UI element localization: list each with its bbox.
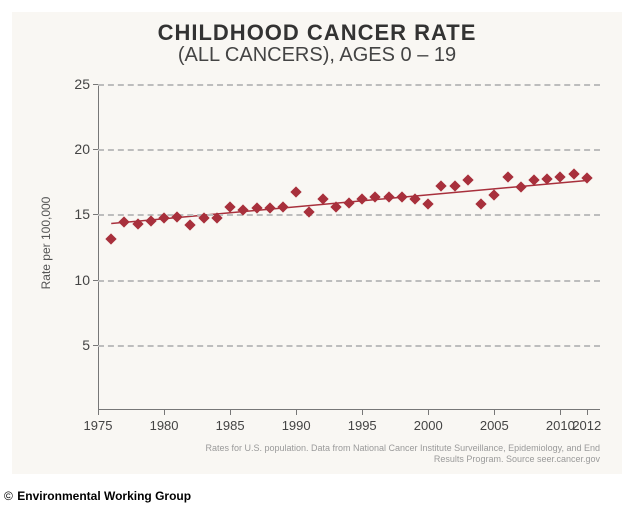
trend-line [98, 84, 600, 410]
gridline [98, 84, 600, 86]
plot-area: 5101520251975198019851990199520002005201… [98, 84, 600, 410]
x-tick-mark [98, 410, 99, 415]
y-tick-label: 5 [82, 337, 90, 353]
x-tick-label: 2000 [414, 418, 443, 433]
gridline [98, 280, 600, 282]
y-tick-mark [93, 280, 98, 281]
x-tick-label: 2010 [546, 418, 575, 433]
y-tick-mark [93, 84, 98, 85]
x-tick-mark [428, 410, 429, 415]
x-tick-label: 2005 [480, 418, 509, 433]
y-tick-mark [93, 345, 98, 346]
x-tick-mark [296, 410, 297, 415]
x-tick-mark [560, 410, 561, 415]
x-tick-mark [230, 410, 231, 415]
x-tick-label: 1975 [84, 418, 113, 433]
gridline [98, 149, 600, 151]
x-tick-mark [494, 410, 495, 415]
chart-title-sub: (ALL CANCERS), AGES 0 – 19 [12, 44, 622, 67]
x-tick-label: 2012 [572, 418, 601, 433]
x-tick-label: 1995 [348, 418, 377, 433]
x-tick-mark [362, 410, 363, 415]
chart-container: CHILDHOOD CANCER RATE (ALL CANCERS), AGE… [12, 12, 622, 474]
chart-title-main: CHILDHOOD CANCER RATE [12, 20, 622, 46]
y-tick-label: 25 [74, 76, 90, 92]
chart-title-block: CHILDHOOD CANCER RATE (ALL CANCERS), AGE… [12, 12, 622, 73]
gridline [98, 345, 600, 347]
attribution-block: © Environmental Working Group [0, 484, 195, 506]
y-tick-label: 10 [74, 272, 90, 288]
y-tick-label: 15 [74, 206, 90, 222]
attribution-org: Environmental Working Group [17, 489, 191, 503]
y-tick-mark [93, 214, 98, 215]
x-tick-mark [587, 410, 588, 415]
y-tick-mark [93, 149, 98, 150]
x-tick-mark [164, 410, 165, 415]
source-text: Rates for U.S. population. Data from Nat… [180, 443, 600, 466]
copyright-symbol: © [4, 489, 13, 503]
x-tick-label: 1980 [150, 418, 179, 433]
y-tick-label: 20 [74, 141, 90, 157]
x-tick-label: 1990 [282, 418, 311, 433]
y-axis-label: Rate per 100,000 [39, 197, 53, 290]
x-tick-label: 1985 [216, 418, 245, 433]
